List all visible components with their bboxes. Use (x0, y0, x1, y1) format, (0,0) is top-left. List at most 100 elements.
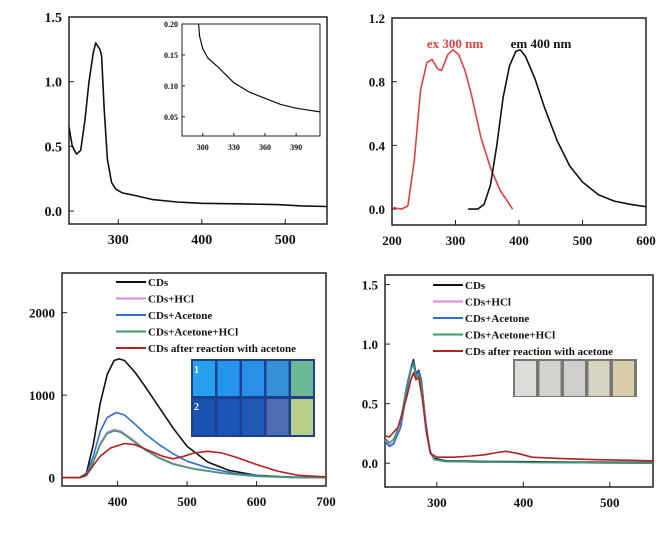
chart-panel-a: 300 400 500 0.0 0.5 1.0 1.5 300 330 360 390 0.05 0.1… (45, 11, 328, 248)
x-tick-label: 330 (228, 143, 240, 152)
y-tick-label: 0.0 (362, 456, 378, 471)
y-tick-label: 0.5 (45, 140, 63, 155)
vial (564, 361, 585, 396)
plot-frame (68, 16, 328, 225)
series-annotation: ex 300 nm (427, 36, 484, 51)
series-line-cds-after-reaction-with-acetone (62, 442, 326, 479)
x-tick-label: 700 (316, 494, 336, 509)
series-group (62, 358, 326, 479)
y-tick-label: 1.5 (45, 11, 63, 26)
legend-label: CDs (148, 277, 169, 289)
vial-row1 (217, 361, 240, 396)
x-tick-label: 400 (514, 495, 534, 510)
plot-frame (384, 274, 654, 488)
vial-row1 (193, 361, 215, 396)
y-tick-label: 2000 (29, 306, 55, 321)
legend-label: CDs (465, 280, 486, 292)
vial-row1 (266, 361, 289, 396)
legend-label: CDs after reaction with acetone (148, 343, 296, 355)
x-tick-label: 400 (191, 233, 212, 248)
vial-row2 (291, 399, 313, 435)
legend-label: CDs after reaction with acetone (465, 346, 613, 358)
x-tick-label: 500 (573, 233, 593, 248)
chart-panel-b: 200 300 400 500 600 0.0 0.4 0.8 1.2 ex 300 nm em 4… (369, 11, 656, 248)
x-tick-label: 200 (382, 233, 402, 248)
legend-label: CDs+HCl (148, 294, 194, 306)
legend-item: CDs (116, 277, 169, 289)
y-tick-label: 1.0 (362, 337, 378, 352)
series-group (69, 42, 327, 208)
x-tick-label: 400 (509, 233, 529, 248)
vial-row1 (242, 361, 264, 396)
photo-row-label: 2 (194, 402, 199, 413)
series-line-cds-after-reaction-with-acetone (385, 371, 653, 462)
x-tick-label: 360 (259, 143, 271, 152)
y-tick-label: 1.5 (362, 278, 379, 293)
y-tick-label: 0.5 (362, 397, 379, 412)
y-tick-label: 0.15 (164, 51, 178, 60)
x-tick-label: 600 (247, 494, 267, 509)
legend-item: CDs+HCl (116, 294, 194, 306)
daylight-vial-photo (513, 359, 637, 397)
uv-vial-photo: 12 (191, 359, 315, 437)
y-tick-label: 0.05 (164, 113, 178, 122)
series-line-cds-acetone (62, 411, 326, 479)
vial (515, 361, 536, 396)
vial-row2 (266, 399, 289, 435)
series-line-0 (69, 42, 327, 208)
inset-chart: 300 330 360 390 0.05 0.10 0.15 0.20 (164, 20, 321, 152)
x-tick-label: 600 (636, 233, 656, 248)
vial (613, 361, 634, 396)
x-tick-label: 390 (290, 143, 302, 152)
y-tick-label: 0.20 (164, 20, 178, 29)
y-tick-label: 0.0 (369, 202, 385, 217)
legend-item: CDs (433, 280, 486, 292)
vial-row1 (291, 361, 313, 396)
x-tick-label: 300 (108, 233, 129, 248)
series-group (198, 24, 320, 113)
y-tick-label: 0 (49, 471, 56, 486)
series-line-ex-300-nm (392, 49, 514, 210)
vial-row2 (242, 399, 264, 435)
legend-item: CDs+Acetone (116, 310, 212, 322)
inset-background (182, 24, 320, 136)
series-line-0 (198, 24, 320, 113)
vial (588, 361, 610, 396)
plot-frame (181, 23, 321, 137)
x-tick-label: 500 (275, 233, 296, 248)
y-tick-label: 0.10 (164, 82, 178, 91)
y-tick-label: 0.8 (369, 75, 386, 90)
x-tick-label: 300 (427, 495, 447, 510)
y-tick-label: 0.4 (369, 138, 386, 153)
legend-item: CDs+HCl (433, 297, 511, 309)
vial (539, 361, 561, 396)
legend-label: CDs+HCl (465, 297, 511, 309)
series-annotation: em 400 nm (511, 36, 572, 51)
x-tick-label: 300 (446, 233, 466, 248)
legend-label: CDs+Acetone+HCl (148, 327, 238, 339)
y-tick-label: 0.0 (45, 205, 63, 220)
x-tick-label: 500 (600, 495, 620, 510)
series-line-cds (62, 358, 326, 479)
y-tick-label: 1.2 (369, 11, 385, 26)
legend-label: CDs+Acetone+HCl (465, 330, 555, 342)
legend-item: CDs after reaction with acetone (116, 343, 296, 355)
series-group (392, 49, 646, 210)
series-line-cds-acetone-hcl (62, 429, 326, 479)
x-tick-label: 300 (197, 143, 209, 152)
plot-frame (61, 272, 327, 487)
x-tick-label: 500 (177, 494, 197, 509)
vial-row2 (193, 399, 215, 435)
y-tick-label: 1000 (29, 388, 55, 403)
chart-panel-c: 400 500 600 700 0 1000 2000 CDs CDs+HCl CDs+Aceto… (29, 272, 336, 509)
series-group (385, 358, 653, 464)
legend-item: CDs+Acetone+HCl (433, 330, 555, 342)
legend-label: CDs+Acetone (465, 313, 529, 325)
series-line-em-400-nm (468, 49, 646, 210)
legend-item: CDs+Acetone (433, 313, 529, 325)
x-tick-label: 400 (108, 494, 128, 509)
legend-item: CDs after reaction with acetone (433, 346, 613, 358)
chart-panel-d: 300 400 500 0.0 0.5 1.0 1.5 CDs CDs+HCl CDs+Aceto… (362, 274, 654, 510)
